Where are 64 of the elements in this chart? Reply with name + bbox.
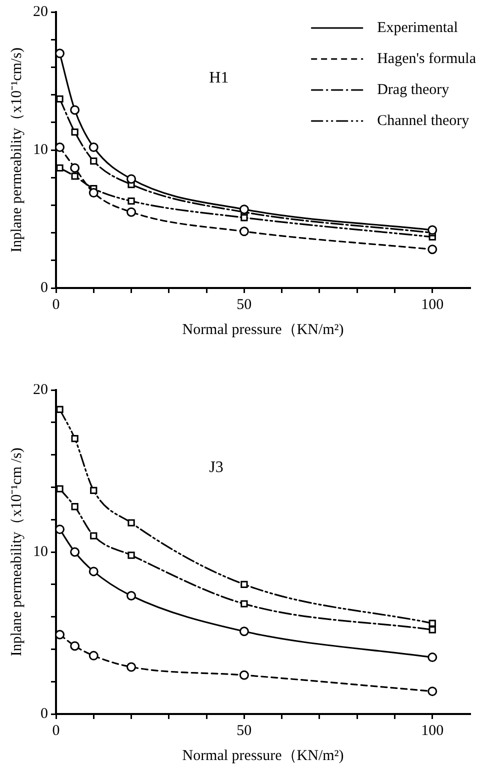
point xyxy=(70,163,80,173)
legend-label: Drag theory xyxy=(377,82,450,98)
point xyxy=(128,519,135,526)
x-tick-label: 0 xyxy=(52,722,60,739)
point xyxy=(428,225,438,235)
point xyxy=(71,503,78,510)
point xyxy=(239,226,249,236)
point xyxy=(71,435,78,442)
y-axis-title: Inplane permeability（x10⁻¹cm /s) xyxy=(8,448,25,656)
x-tick-label: 100 xyxy=(421,722,444,739)
point xyxy=(126,174,136,184)
point xyxy=(70,547,80,557)
x-tick-label: 0 xyxy=(52,296,60,313)
point xyxy=(88,650,98,660)
point xyxy=(128,197,135,205)
legend-label: Experimental xyxy=(377,20,458,36)
annotation: J3 xyxy=(209,458,224,476)
annotation: H1 xyxy=(209,69,229,86)
point xyxy=(56,630,65,640)
point xyxy=(240,580,248,588)
x-axis-title: Normal pressure（KN/m²) xyxy=(182,748,344,764)
point xyxy=(128,552,135,559)
point xyxy=(56,95,64,103)
point xyxy=(428,626,436,634)
x-tick-label: 50 xyxy=(236,296,252,313)
point xyxy=(56,406,64,414)
point xyxy=(90,532,98,540)
y-tick-label: 10 xyxy=(33,142,48,158)
x-axis-title: Normal pressure（KN/m²) xyxy=(182,322,344,338)
point xyxy=(56,48,65,58)
point xyxy=(88,142,98,152)
point xyxy=(126,662,136,672)
point xyxy=(239,204,249,214)
y-tick-label: 20 xyxy=(33,382,48,398)
point xyxy=(239,670,249,680)
point xyxy=(90,486,98,494)
point xyxy=(428,686,438,696)
point xyxy=(126,590,136,600)
point xyxy=(126,207,136,217)
point xyxy=(56,142,65,152)
y-tick-label: 20 xyxy=(33,4,48,20)
y-tick-label: 0 xyxy=(40,280,48,296)
point xyxy=(56,485,64,492)
point xyxy=(56,524,65,534)
x-tick-label: 50 xyxy=(236,722,252,739)
point xyxy=(70,641,80,651)
legend-label: Hagen's formula xyxy=(377,50,476,67)
point xyxy=(88,188,98,198)
point xyxy=(428,652,438,662)
point xyxy=(70,105,80,115)
point xyxy=(240,600,248,608)
point xyxy=(428,620,436,627)
point xyxy=(56,164,64,172)
y-axis-title: Inplane permeability（x10⁻¹cm/s) xyxy=(8,48,25,252)
point xyxy=(71,128,78,136)
point xyxy=(90,157,98,165)
point xyxy=(71,172,78,180)
x-tick-label: 100 xyxy=(421,296,444,313)
y-tick-label: 0 xyxy=(40,706,48,722)
point xyxy=(428,244,438,254)
point xyxy=(239,626,249,636)
point xyxy=(88,566,98,576)
legend-label: Channel theory xyxy=(377,112,470,129)
y-tick-label: 10 xyxy=(33,544,48,560)
